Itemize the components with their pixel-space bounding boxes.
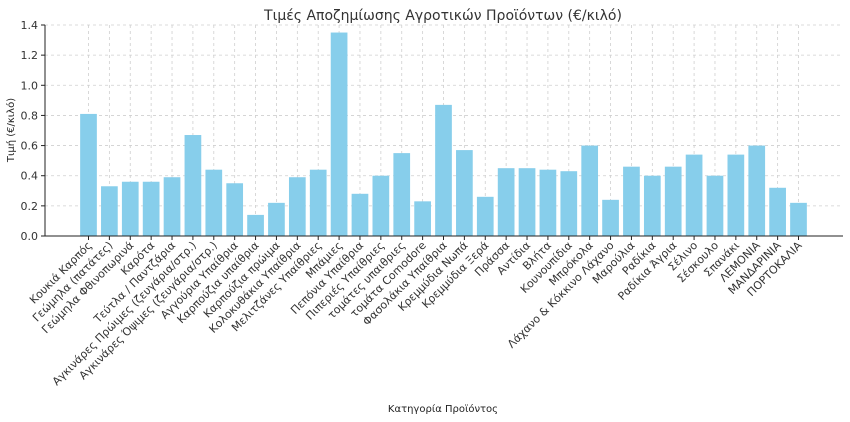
y-tick-label: 0.2: [21, 200, 39, 213]
y-tick-label: 0.0: [21, 230, 39, 243]
bar: [80, 113, 97, 236]
bar: [497, 168, 515, 236]
bar: [226, 183, 244, 236]
bar: [769, 187, 786, 236]
bar: [623, 166, 640, 236]
bar: [372, 175, 390, 236]
chart-title: Τιμές Αποζημίωσης Αγροτικών Προϊόντων (€…: [263, 8, 622, 24]
y-tick-label: 1.0: [21, 79, 39, 92]
bar: [205, 169, 223, 236]
bar: [706, 175, 724, 236]
bar: [539, 169, 557, 236]
y-tick-label: 0.4: [21, 170, 39, 183]
y-tick-label: 0.8: [21, 109, 39, 122]
bar: [247, 214, 264, 236]
bar: [456, 150, 473, 236]
bar: [790, 202, 807, 236]
bar: [184, 135, 202, 236]
bar: [685, 154, 703, 236]
bar: [435, 104, 452, 236]
bar: [393, 153, 411, 236]
bar: [101, 186, 118, 236]
bar: [748, 145, 766, 236]
bar: [727, 154, 745, 236]
bar: [163, 177, 181, 236]
bar: [142, 181, 160, 236]
bar: [330, 32, 348, 237]
x-axis-title: Κατηγορία Προϊόντος: [388, 403, 498, 415]
bar: [664, 166, 682, 236]
bar: [581, 145, 599, 236]
y-axis-title: Τιμή (€/κιλό): [5, 98, 17, 163]
bar: [414, 201, 431, 236]
bar: [560, 171, 578, 236]
bar: [643, 175, 661, 236]
y-tick-label: 1.4: [21, 19, 39, 32]
y-tick-labels: 0.0 0.2 0.4 0.6 0.8 1.0 1.2 1.4: [21, 19, 45, 243]
bar: [309, 169, 327, 236]
y-tick-label: 1.2: [21, 49, 39, 62]
y-tick-label: 0.6: [21, 140, 39, 153]
bar: [518, 168, 536, 236]
bar: [476, 196, 494, 236]
bar: [121, 181, 139, 236]
bar: [351, 193, 369, 236]
bar: [602, 199, 619, 236]
bars: [80, 32, 807, 237]
bar: [288, 177, 306, 236]
bar: [268, 202, 285, 236]
